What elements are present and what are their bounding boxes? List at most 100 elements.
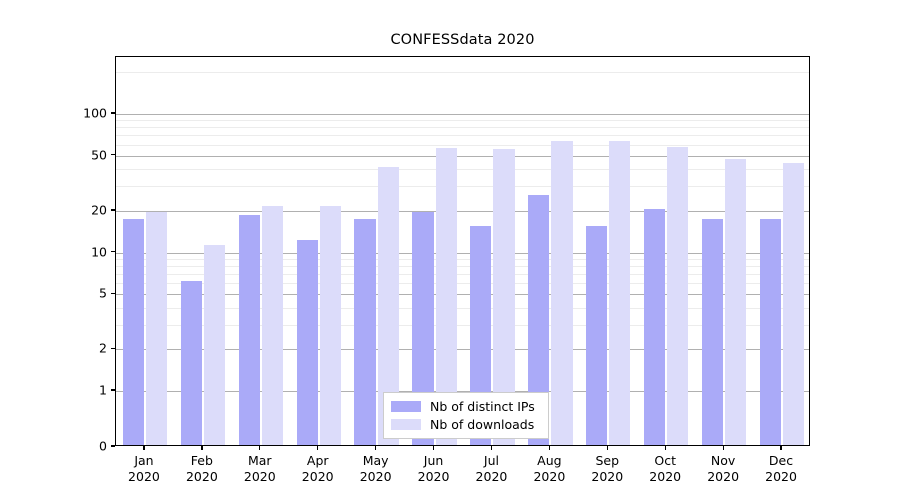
gridline-minor: [116, 127, 809, 129]
y-tick-mark: [111, 112, 115, 114]
gridline-minor: [116, 273, 809, 275]
x-tick-year: 2020: [243, 469, 276, 484]
x-tick-year: 2020: [417, 469, 450, 484]
x-tick-label-apr: Apr 2020: [302, 453, 334, 485]
x-tick-year: 2020: [649, 469, 682, 484]
bar-aug-distinct-ips: [528, 195, 550, 445]
bar-sep-distinct-ips: [586, 226, 608, 445]
legend-item-distinct-ips: Nb of distinct IPs: [391, 399, 540, 414]
bar-jun-downloads: [435, 147, 457, 445]
y-tick-mark: [111, 292, 115, 294]
bar-oct-downloads: [667, 146, 689, 445]
legend-swatch-icon-distinct-ips: [391, 401, 421, 412]
plot-area: [115, 56, 810, 446]
y-tick-label: 1: [99, 382, 107, 398]
gridline-minor: [116, 186, 809, 188]
x-tick-label-nov: Nov 2020: [707, 453, 739, 485]
bar-jan-distinct-ips: [122, 218, 144, 445]
legend-label-downloads: Nb of downloads: [430, 417, 535, 432]
bar-feb-downloads: [203, 244, 225, 445]
legend-label-distinct-ips: Nb of distinct IPs: [430, 399, 535, 414]
y-tick-label: 0: [99, 438, 107, 454]
bar-jul-downloads: [493, 149, 515, 445]
y-tick-mark: [111, 154, 115, 156]
legend-swatch-icon-downloads: [391, 419, 421, 430]
x-tick-mark: [375, 446, 377, 450]
y-tick-label: 50: [91, 147, 107, 163]
x-tick-year: 2020: [359, 469, 392, 484]
bar-dec-downloads: [783, 162, 805, 445]
gridline-major: [116, 114, 809, 115]
y-tick-label: 10: [91, 244, 107, 259]
y-tick-label: 20: [91, 202, 107, 218]
x-tick-mark: [664, 446, 666, 450]
x-tick-month: Sep: [595, 453, 620, 468]
x-tick-mark: [780, 446, 782, 450]
x-tick-month: Nov: [710, 453, 736, 468]
x-tick-month: Mar: [247, 453, 272, 468]
gridline-major: [116, 391, 809, 392]
x-tick-year: 2020: [591, 469, 624, 484]
gridline-minor: [116, 144, 809, 146]
x-tick-month: Oct: [654, 453, 677, 468]
bar-mar-distinct-ips: [238, 215, 260, 445]
bar-oct-distinct-ips: [644, 208, 666, 445]
bar-nov-downloads: [725, 158, 747, 445]
x-tick-year: 2020: [533, 469, 566, 484]
y-tick-mark: [111, 347, 115, 349]
x-tick-month: May: [362, 453, 389, 468]
x-tick-year: 2020: [301, 469, 334, 484]
bar-mar-downloads: [261, 205, 283, 445]
gridline-minor: [116, 265, 809, 267]
x-tick-mark: [548, 446, 551, 450]
x-tick-label-oct: Oct 2020: [649, 453, 681, 485]
gridline-minor: [116, 307, 809, 309]
bar-jan-downloads: [145, 211, 168, 445]
bar-nov-distinct-ips: [701, 218, 724, 445]
bar-jul-distinct-ips: [470, 226, 492, 445]
bar-dec-distinct-ips: [759, 218, 782, 445]
x-tick-mark: [490, 446, 493, 450]
x-tick-mark: [259, 446, 261, 450]
gridline-minor: [116, 120, 809, 122]
x-tick-month: Aug: [537, 453, 562, 468]
gridline-minor: [116, 324, 809, 326]
bar-sep-downloads: [609, 140, 631, 445]
x-tick-month: Apr: [306, 453, 329, 468]
bar-may-downloads: [377, 167, 399, 445]
x-tick-month: Jan: [134, 453, 154, 468]
x-tick-label-feb: Feb 2020: [186, 453, 218, 485]
x-tick-label-aug: Aug 2020: [533, 453, 565, 485]
gridline-minor: [116, 283, 809, 285]
gridline-minor: [116, 258, 809, 260]
y-axis-labels: 0 1 2 5 10 20 50 100: [60, 0, 107, 500]
gridline-major: [116, 349, 809, 351]
bar-may-distinct-ips: [354, 218, 376, 445]
chart-legend: Nb of distinct IPs Nb of downloads: [383, 392, 549, 439]
y-tick-mark: [111, 250, 115, 253]
x-tick-mark: [317, 446, 319, 450]
gridline-major: [116, 294, 809, 296]
y-tick-mark: [111, 389, 115, 391]
x-tick-mark: [143, 446, 145, 450]
x-tick-label-sep: Sep 2020: [591, 453, 623, 485]
x-tick-label-mar: Mar 2020: [244, 453, 276, 485]
x-tick-year: 2020: [128, 469, 160, 484]
x-tick-month: Feb: [190, 453, 213, 468]
bar-feb-distinct-ips: [180, 281, 202, 445]
gridline-major: [116, 252, 809, 254]
bar-aug-downloads: [551, 140, 573, 445]
x-tick-mark: [201, 446, 203, 450]
bar-apr-distinct-ips: [296, 239, 318, 445]
chart-title: CONFESSdata 2020: [390, 32, 535, 48]
bar-apr-downloads: [319, 205, 341, 445]
x-tick-month: Jun: [423, 453, 444, 468]
y-tick-label: 5: [99, 285, 107, 301]
gridline-minor: [116, 169, 809, 171]
y-axis-ticks: [111, 0, 115, 500]
y-tick-mark: [111, 445, 115, 447]
gridline-minor: [116, 135, 809, 137]
x-tick-label-jun: Jun 2020: [418, 453, 450, 485]
x-tick-year: 2020: [707, 469, 740, 484]
